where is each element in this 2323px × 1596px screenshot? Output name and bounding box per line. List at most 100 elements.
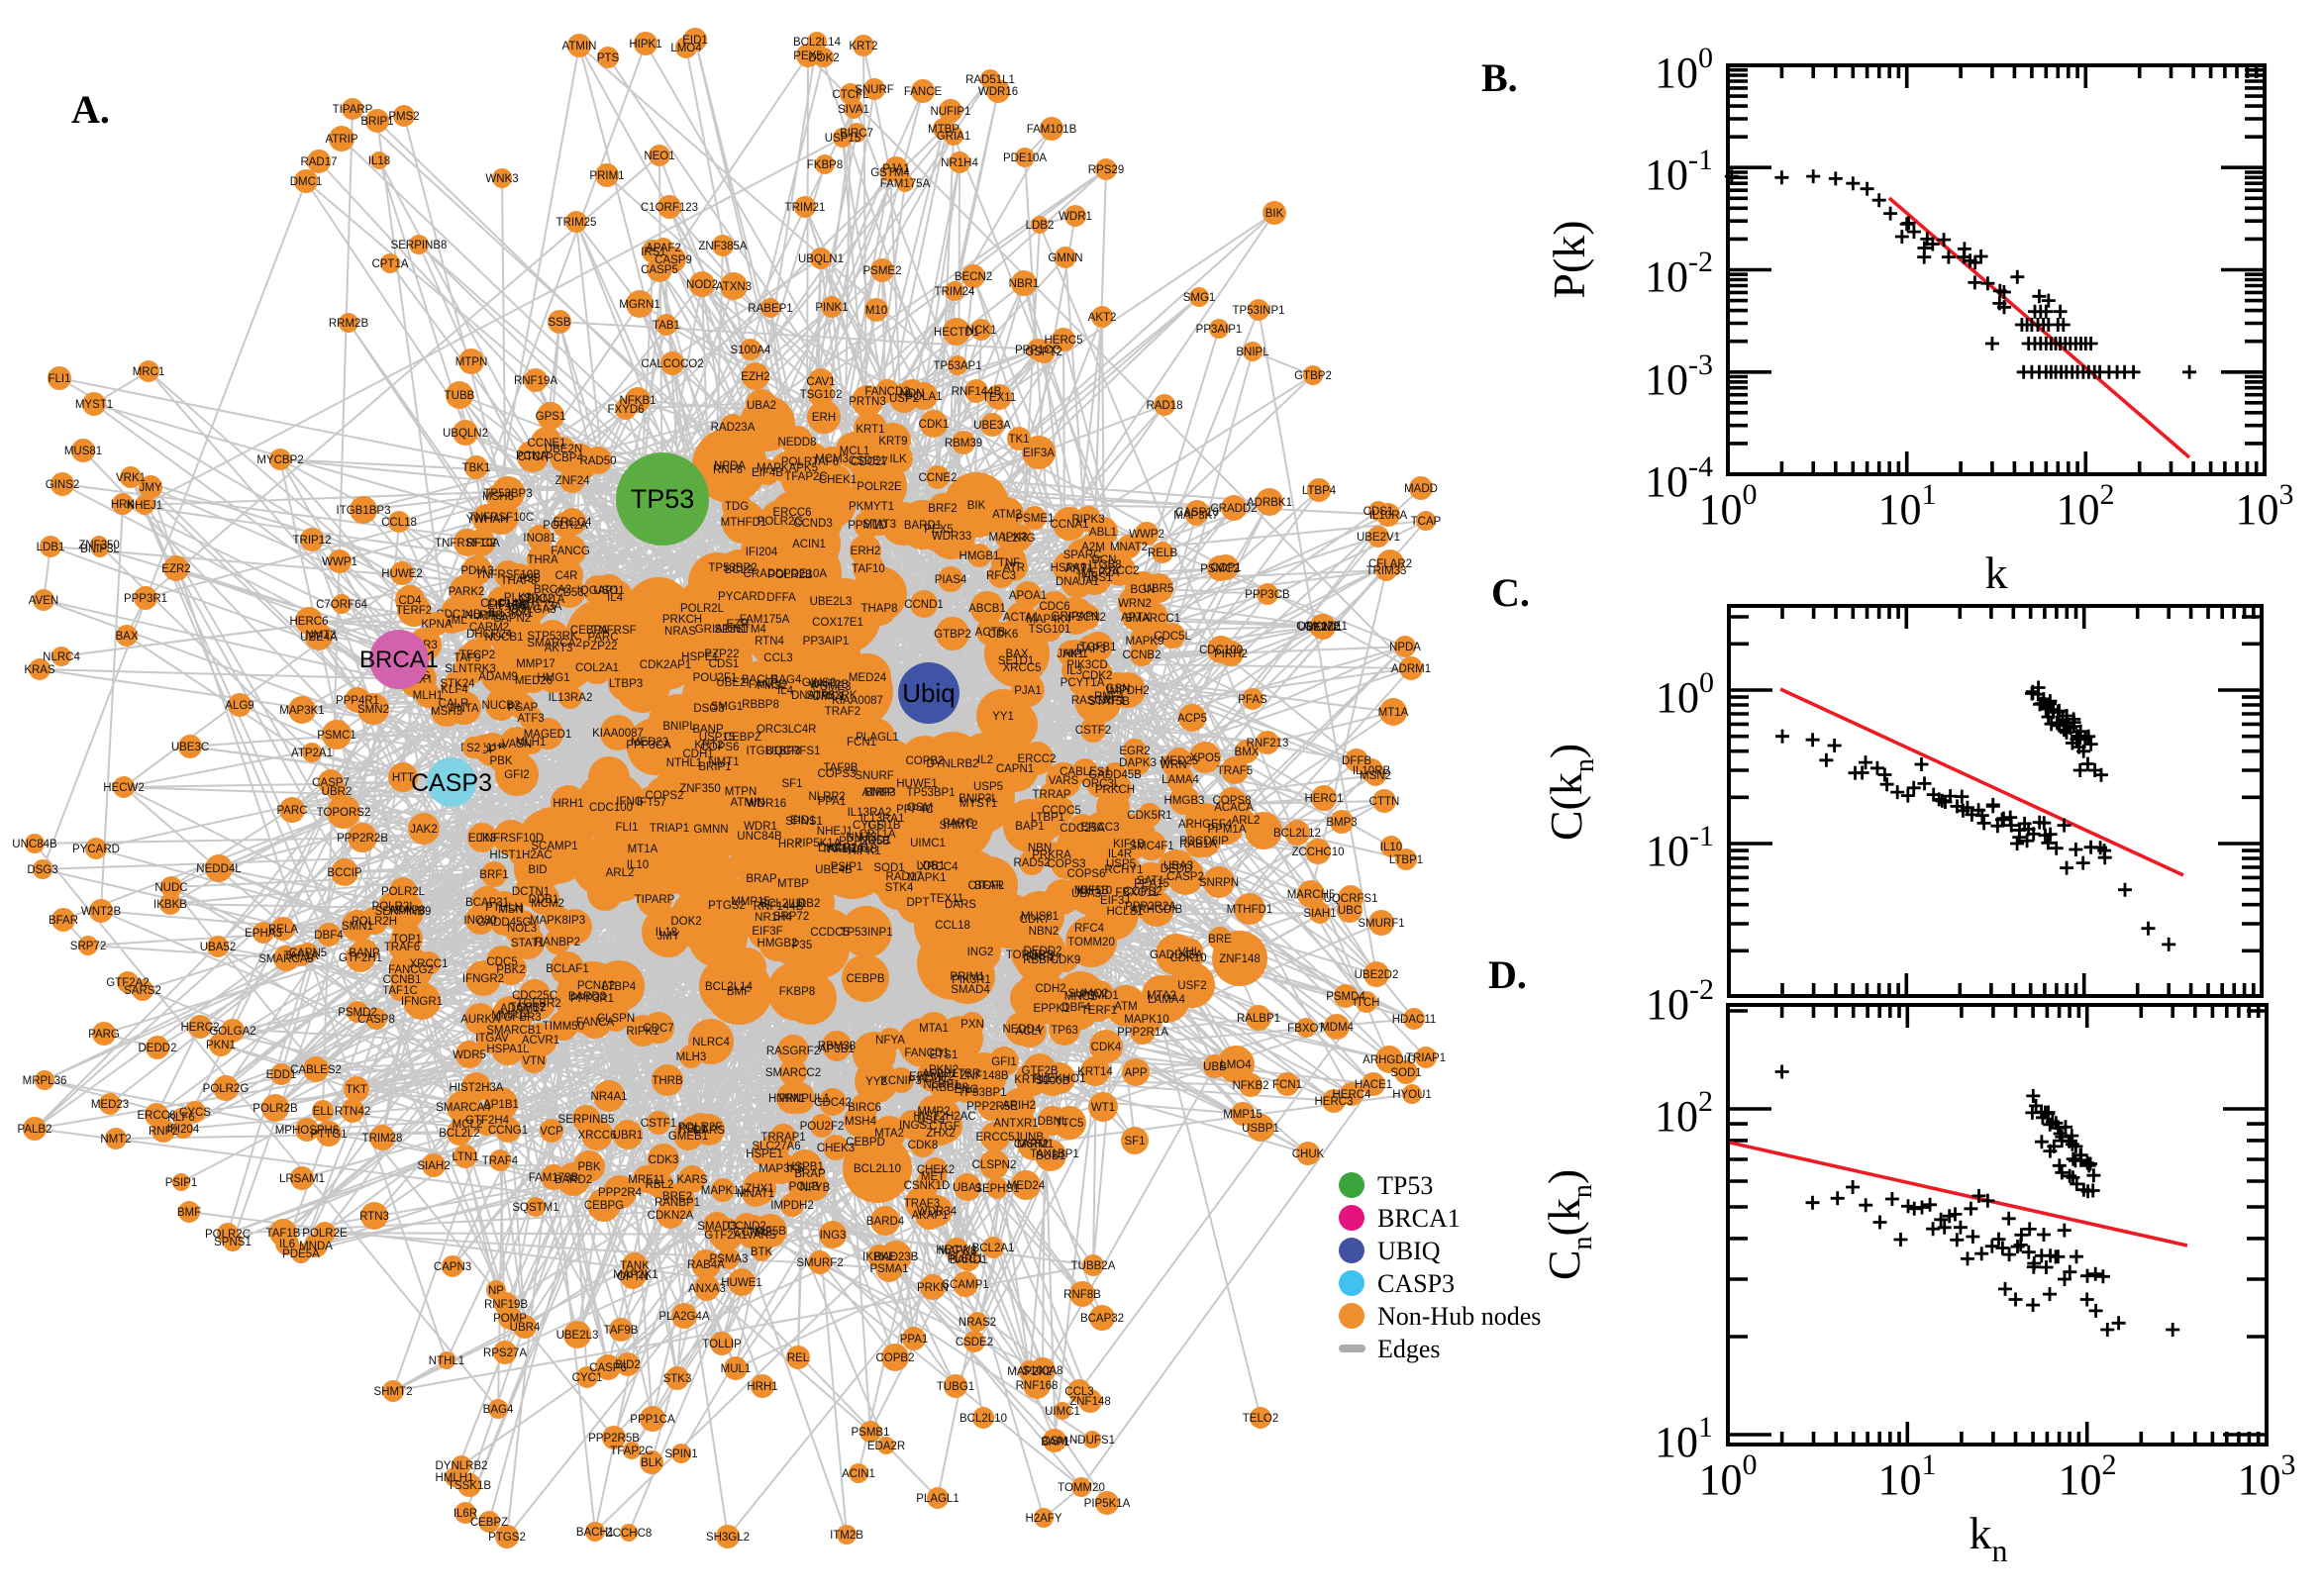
svg-text:SAT1: SAT1 — [1137, 875, 1164, 887]
svg-text:FXYD6: FXYD6 — [607, 404, 644, 416]
svg-text:RIPK1: RIPK1 — [626, 1026, 658, 1038]
svg-text:PYCARD: PYCARD — [72, 844, 120, 855]
svg-text:MTBP: MTBP — [777, 878, 809, 890]
svg-text:MED26: MED26 — [515, 675, 553, 687]
svg-text:PKN1: PKN1 — [206, 1040, 236, 1051]
svg-text:EIF3J: EIF3J — [1100, 895, 1130, 907]
svg-text:HSPB1: HSPB1 — [786, 1161, 824, 1173]
svg-text:LRSAM1: LRSAM1 — [279, 1173, 325, 1185]
svg-text:ATM2: ATM2 — [992, 509, 1022, 521]
svg-text:PSIP1: PSIP1 — [831, 861, 863, 873]
svg-text:LTBR: LTBR — [953, 1068, 981, 1080]
svg-text:POLR2F: POLR2F — [678, 1122, 723, 1134]
svg-text:MCL2: MCL2 — [453, 1119, 483, 1131]
svg-text:KPNA: KPNA — [421, 619, 453, 631]
svg-text:C7ORF64: C7ORF64 — [316, 599, 367, 611]
svg-text:APP: APP — [1124, 1067, 1147, 1079]
svg-text:MRPL36: MRPL36 — [23, 1075, 67, 1087]
svg-text:MSN: MSN — [498, 904, 524, 916]
svg-text:CDC100: CDC100 — [1199, 645, 1243, 656]
svg-text:CDC25C: CDC25C — [512, 990, 557, 1002]
svg-text:MED24: MED24 — [849, 672, 887, 684]
svg-text:SIAH1: SIAH1 — [1303, 908, 1336, 920]
svg-text:EDD1: EDD1 — [266, 1069, 297, 1081]
svg-text:P(k): P(k) — [1544, 220, 1594, 298]
svg-text:CSDE2: CSDE2 — [956, 1337, 993, 1348]
svg-text:CCNE1: CCNE1 — [528, 438, 566, 449]
svg-text:EFEMP2: EFEMP2 — [909, 1071, 955, 1083]
svg-text:DHCR24: DHCR24 — [466, 629, 513, 641]
svg-text:S2: S2 — [466, 743, 480, 754]
svg-text:BANP: BANP — [349, 948, 380, 959]
svg-text:KRAS: KRAS — [24, 664, 55, 676]
svg-text:PSME1: PSME1 — [1016, 513, 1055, 525]
svg-text:FBXO7: FBXO7 — [1287, 1023, 1325, 1035]
svg-text:BIK: BIK — [1265, 208, 1284, 220]
svg-text:CCDC5: CCDC5 — [1042, 805, 1081, 817]
svg-text:NRAS: NRAS — [664, 626, 696, 638]
svg-text:NMT1: NMT1 — [708, 756, 739, 768]
svg-text:ILK: ILK — [889, 453, 907, 465]
svg-text:TCAP: TCAP — [1411, 516, 1442, 528]
svg-text:ITGAV: ITGAV — [475, 1033, 509, 1045]
svg-text:S100A8: S100A8 — [1023, 1365, 1063, 1377]
svg-text:UBE3C: UBE3C — [171, 742, 209, 753]
svg-text:BID2: BID2 — [615, 1359, 641, 1371]
svg-text:BACH1: BACH1 — [742, 674, 779, 686]
svg-text:UBE2L3: UBE2L3 — [556, 1330, 599, 1342]
svg-text:SPARC: SPARC — [1063, 549, 1102, 561]
svg-text:EIF3F: EIF3F — [752, 926, 782, 938]
svg-text:BMF: BMF — [727, 986, 751, 998]
svg-text:TP53BP1: TP53BP1 — [906, 787, 955, 799]
svg-text:10-4: 10-4 — [1645, 450, 1713, 506]
svg-text:BRAP: BRAP — [746, 873, 777, 885]
svg-text:SERPINB9: SERPINB9 — [375, 906, 432, 918]
svg-text:SNRPN: SNRPN — [1199, 877, 1239, 889]
svg-text:HIPK1: HIPK1 — [629, 39, 661, 50]
svg-text:BACH1: BACH1 — [576, 1527, 614, 1539]
svg-text:KARS: KARS — [676, 1174, 708, 1186]
svg-text:CDKN1A: CDKN1A — [519, 594, 565, 606]
svg-text:CHEK1: CHEK1 — [819, 474, 857, 486]
svg-text:RFC2: RFC2 — [466, 538, 496, 549]
svg-text:WRN: WRN — [1160, 759, 1186, 771]
svg-text:RNF8B: RNF8B — [1063, 1289, 1101, 1301]
svg-text:LTBP4: LTBP4 — [1302, 485, 1337, 497]
svg-text:RBM38: RBM38 — [818, 1041, 856, 1052]
svg-text:THBS1: THBS1 — [1075, 572, 1112, 584]
svg-text:TERF2: TERF2 — [396, 605, 432, 617]
svg-text:CSTF2: CSTF2 — [1075, 725, 1111, 737]
svg-text:ACVR1: ACVR1 — [522, 1035, 559, 1047]
svg-text:MED25: MED25 — [1161, 755, 1198, 767]
svg-text:DBF4: DBF4 — [1061, 1002, 1091, 1014]
svg-text:TP53BP2: TP53BP2 — [708, 562, 757, 574]
svg-text:CDK7: CDK7 — [1020, 914, 1051, 926]
svg-text:NEDD8: NEDD8 — [778, 437, 817, 449]
svg-text:CAPN3: CAPN3 — [434, 1261, 471, 1273]
svg-text:LDB2: LDB2 — [1026, 220, 1055, 232]
svg-text:WNT2B: WNT2B — [81, 906, 122, 918]
svg-text:BMX: BMX — [1235, 747, 1260, 758]
svg-text:TOPORS2: TOPORS2 — [317, 807, 371, 819]
svg-text:IKBKB: IKBKB — [153, 899, 187, 911]
svg-text:BTK: BTK — [751, 1247, 773, 1258]
svg-text:XRCC5: XRCC5 — [1003, 662, 1042, 674]
svg-text:UBB: UBB — [1203, 1061, 1227, 1073]
svg-text:PSMD1: PSMD1 — [1079, 990, 1119, 1002]
svg-text:101: 101 — [1655, 1411, 1713, 1466]
svg-text:GMNN: GMNN — [1048, 252, 1082, 264]
svg-text:MUS81: MUS81 — [64, 446, 102, 457]
svg-text:B.: B. — [1481, 55, 1518, 100]
svg-text:ABCB1: ABCB1 — [968, 603, 1006, 615]
svg-text:TK1: TK1 — [1008, 434, 1029, 446]
svg-text:GPS1: GPS1 — [536, 411, 566, 423]
svg-text:HIST1H2AC: HIST1H2AC — [489, 849, 552, 861]
svg-text:JMY: JMY — [140, 482, 162, 494]
svg-text:GTF2H1: GTF2H1 — [339, 952, 382, 964]
svg-text:NR1H4: NR1H4 — [755, 912, 792, 924]
svg-text:HRH1: HRH1 — [553, 798, 583, 810]
svg-text:TRIAP1: TRIAP1 — [1406, 1052, 1446, 1064]
svg-text:ATP2A1: ATP2A1 — [291, 748, 333, 759]
svg-text:EZR2: EZR2 — [161, 563, 190, 575]
svg-text:PLEKHO1: PLEKHO1 — [1033, 1073, 1085, 1085]
